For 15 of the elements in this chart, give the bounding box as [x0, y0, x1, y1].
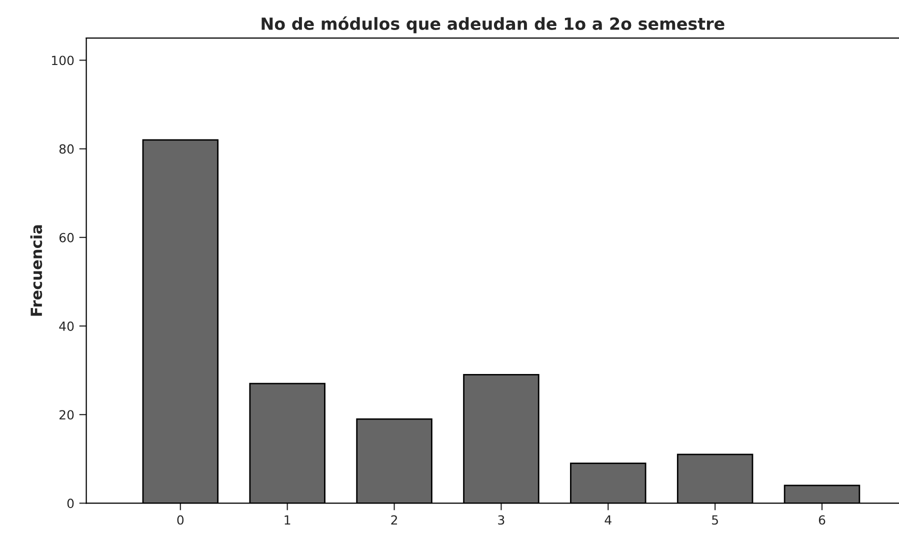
x-tick-label: 3	[498, 515, 504, 525]
y-tick-label: 60	[59, 232, 74, 242]
y-tick-label: 40	[59, 321, 74, 331]
x-tick-label: 0	[177, 515, 184, 525]
x-tick-label: 5	[712, 515, 718, 525]
x-tick-label: 1	[284, 515, 290, 525]
y-tick-label: 0	[67, 498, 74, 508]
y-tick-label: 20	[60, 410, 74, 420]
x-tick-label: 6	[818, 515, 826, 525]
y-tick-label: 80	[59, 144, 74, 154]
x-tick-label: 4	[604, 515, 612, 525]
x-tick-label: 2	[391, 515, 397, 525]
y-tick-label: 100	[52, 56, 74, 66]
chart-title: No de módulos que adeudan de 1o a 2o semestre	[262, 16, 724, 34]
y-axis-title: Frecuencia	[30, 225, 42, 316]
